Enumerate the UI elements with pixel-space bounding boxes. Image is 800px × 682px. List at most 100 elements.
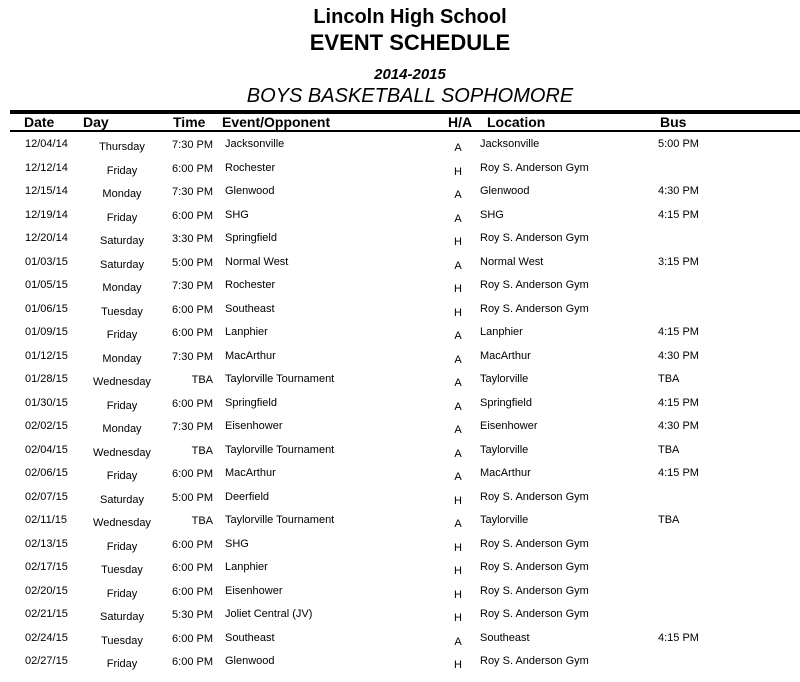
table-row: 01/12/15 Monday 7:30 PM MacArthur A MacArthur… [0, 350, 800, 370]
cell-event: Rochester [225, 279, 276, 291]
cell-location: Normal West [480, 255, 544, 268]
cell-event: Glenwood [225, 185, 275, 197]
column-header-day: Day [83, 114, 109, 130]
cell-time: 6:00 PM [172, 303, 213, 316]
cell-location: Roy S. Anderson Gym [480, 584, 589, 597]
cell-time: 6:00 PM [172, 538, 213, 551]
cell-day: Wednesday [93, 517, 151, 529]
cell-location: Roy S. Anderson Gym [480, 279, 589, 291]
table-row: 12/19/14 Friday 6:00 PM SHG A SHG 4:15 PM [0, 209, 800, 229]
cell-ha: A [454, 635, 462, 648]
cell-date: 01/09/15 [25, 326, 68, 338]
table-row: 02/11/15 Wednesday TBA Taylorville Tourname… [0, 514, 800, 534]
column-header-location: Location [487, 114, 546, 130]
season: 2014-2015 [374, 66, 446, 83]
cell-date: 02/27/15 [25, 655, 68, 667]
cell-location: Roy S. Anderson Gym [480, 490, 589, 503]
cell-date: 01/28/15 [25, 373, 68, 385]
cell-ha: A [454, 447, 462, 460]
cell-location: Roy S. Anderson Gym [480, 161, 589, 174]
cell-day: Monday [102, 282, 142, 294]
cell-location: Eisenhower [480, 420, 538, 432]
cell-location: Roy S. Anderson Gym [480, 537, 589, 550]
cell-bus: 4:15 PM [658, 326, 699, 338]
table-row: 01/28/15 Wednesday TBA Taylorville Tourname… [0, 373, 800, 393]
cell-day: Monday [102, 188, 142, 200]
cell-time: 7:30 PM [172, 186, 213, 198]
cell-day: Saturday [99, 258, 145, 271]
table-row: 02/20/15 Friday 6:00 PM Eisenhower H Roy S. A… [0, 585, 800, 605]
cell-event: SHG [225, 537, 249, 550]
cell-event: Jacksonville [225, 138, 285, 150]
cell-event: Taylorville Tournament [225, 373, 335, 385]
cell-date: 01/03/15 [25, 255, 68, 268]
cell-day: Friday [106, 399, 138, 412]
cell-bus: 3:15 PM [658, 255, 699, 268]
cell-bus: TBA [658, 514, 680, 526]
cell-day: Tuesday [101, 564, 143, 576]
table-row: 02/13/15 Friday 6:00 PM SHG H Roy S. Anderson… [0, 538, 800, 558]
table-row: 12/04/14 Thursday 7:30 PM Jacksonville A Jack… [0, 138, 800, 158]
cell-day: Friday [106, 540, 138, 553]
cell-date: 02/04/15 [25, 443, 68, 456]
cell-event: Eisenhower [225, 420, 283, 432]
cell-day: Friday [106, 587, 138, 600]
cell-event: Normal West [225, 255, 289, 268]
table-row: 02/04/15 Wednesday TBA Taylorville Tourname… [0, 444, 800, 464]
cell-day: Monday [102, 423, 142, 435]
table-row: 01/09/15 Friday 6:00 PM Lanphier A Lanphier 4:… [0, 326, 800, 346]
cell-date: 02/07/15 [25, 490, 68, 503]
header-rule [10, 110, 800, 114]
cell-ha: H [454, 283, 462, 295]
cell-time: 6:00 PM [172, 209, 213, 222]
cell-time: 5:30 PM [172, 609, 213, 621]
cell-time: 7:30 PM [172, 421, 213, 433]
cell-ha: H [454, 659, 462, 671]
cell-location: Roy S. Anderson Gym [480, 232, 589, 244]
cell-location: Roy S. Anderson Gym [480, 608, 589, 620]
cell-ha: H [454, 165, 462, 178]
column-header-bus: Bus [660, 114, 687, 130]
cell-date: 01/05/15 [25, 279, 68, 291]
team-name: BOYS BASKETBALL SOPHOMORE [246, 85, 574, 107]
cell-time: 6:00 PM [172, 162, 213, 175]
cell-time: 7:30 PM [172, 139, 213, 151]
cell-time: 6:00 PM [172, 397, 213, 410]
cell-ha: A [454, 259, 462, 272]
cell-day: Friday [106, 658, 138, 670]
table-row: 01/03/15 Saturday 5:00 PM Normal West A Norma… [0, 256, 800, 276]
cell-event: MacArthur [225, 349, 276, 362]
cell-date: 02/24/15 [25, 631, 68, 644]
cell-date: 12/12/14 [25, 161, 68, 174]
cell-day: Wednesday [93, 376, 151, 388]
cell-day: Saturday [99, 235, 145, 247]
cell-ha: A [454, 189, 462, 201]
cell-bus: 4:30 PM [658, 349, 699, 362]
cell-date: 02/20/15 [25, 584, 68, 597]
cell-location: Springfield [480, 396, 532, 409]
cell-ha: H [454, 306, 462, 319]
cell-date: 01/06/15 [25, 302, 68, 315]
cell-location: Roy S. Anderson Gym [480, 302, 589, 315]
cell-event: Taylorville Tournament [225, 443, 335, 456]
cell-date: 12/04/14 [25, 138, 68, 150]
cell-time: TBA [191, 515, 213, 527]
cell-date: 02/13/15 [25, 537, 68, 550]
cell-event: Southeast [225, 302, 275, 315]
cell-time: TBA [191, 444, 213, 457]
cell-ha: A [454, 212, 462, 225]
cell-date: 12/20/14 [25, 232, 68, 244]
cell-event: Springfield [225, 396, 277, 409]
cell-location: Glenwood [480, 185, 530, 197]
cell-event: Springfield [225, 232, 277, 244]
cell-event: Lanphier [225, 326, 268, 338]
document-title: EVENT SCHEDULE [309, 30, 511, 55]
cell-ha: A [454, 330, 462, 342]
column-header-date: Date [24, 114, 55, 130]
cell-time: 6:00 PM [172, 585, 213, 598]
cell-ha: H [454, 565, 462, 577]
cell-event: Lanphier [225, 561, 268, 573]
table-row: 12/20/14 Saturday 3:30 PM Springfield H Roy S… [0, 232, 800, 252]
cell-location: Southeast [480, 631, 530, 644]
cell-bus: 5:00 PM [658, 138, 699, 150]
